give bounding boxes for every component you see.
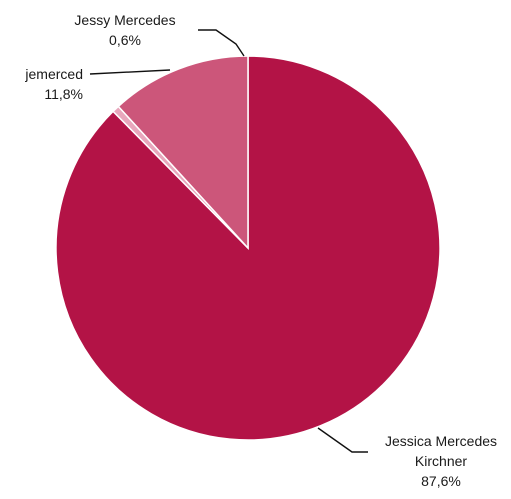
data-label: Jessica Mercedes Kirchner 87,6% (385, 433, 497, 489)
leader-lines (89, 29, 368, 453)
data-label-value: 87,6% (421, 473, 461, 489)
data-label-name: Jessy Mercedes (74, 12, 175, 28)
pie-slice (117, 55, 249, 250)
leader-line (89, 69, 171, 75)
leader-line (317, 427, 368, 453)
data-labels: Jessica Mercedes Kirchner 87,6% Jessy Merce… (24, 12, 497, 489)
data-label-name: Kirchner (415, 453, 467, 469)
data-label-name: jemerced (24, 66, 83, 82)
pie-slices (55, 55, 441, 441)
data-label: Jessy Mercedes 0,6% (74, 12, 175, 48)
leader-line (198, 29, 245, 57)
data-label-value: 0,6% (109, 32, 141, 48)
data-label-name: Jessica Mercedes (385, 433, 497, 449)
data-label: jemerced 11,8% (24, 66, 83, 102)
data-label-value: 11,8% (44, 86, 83, 102)
